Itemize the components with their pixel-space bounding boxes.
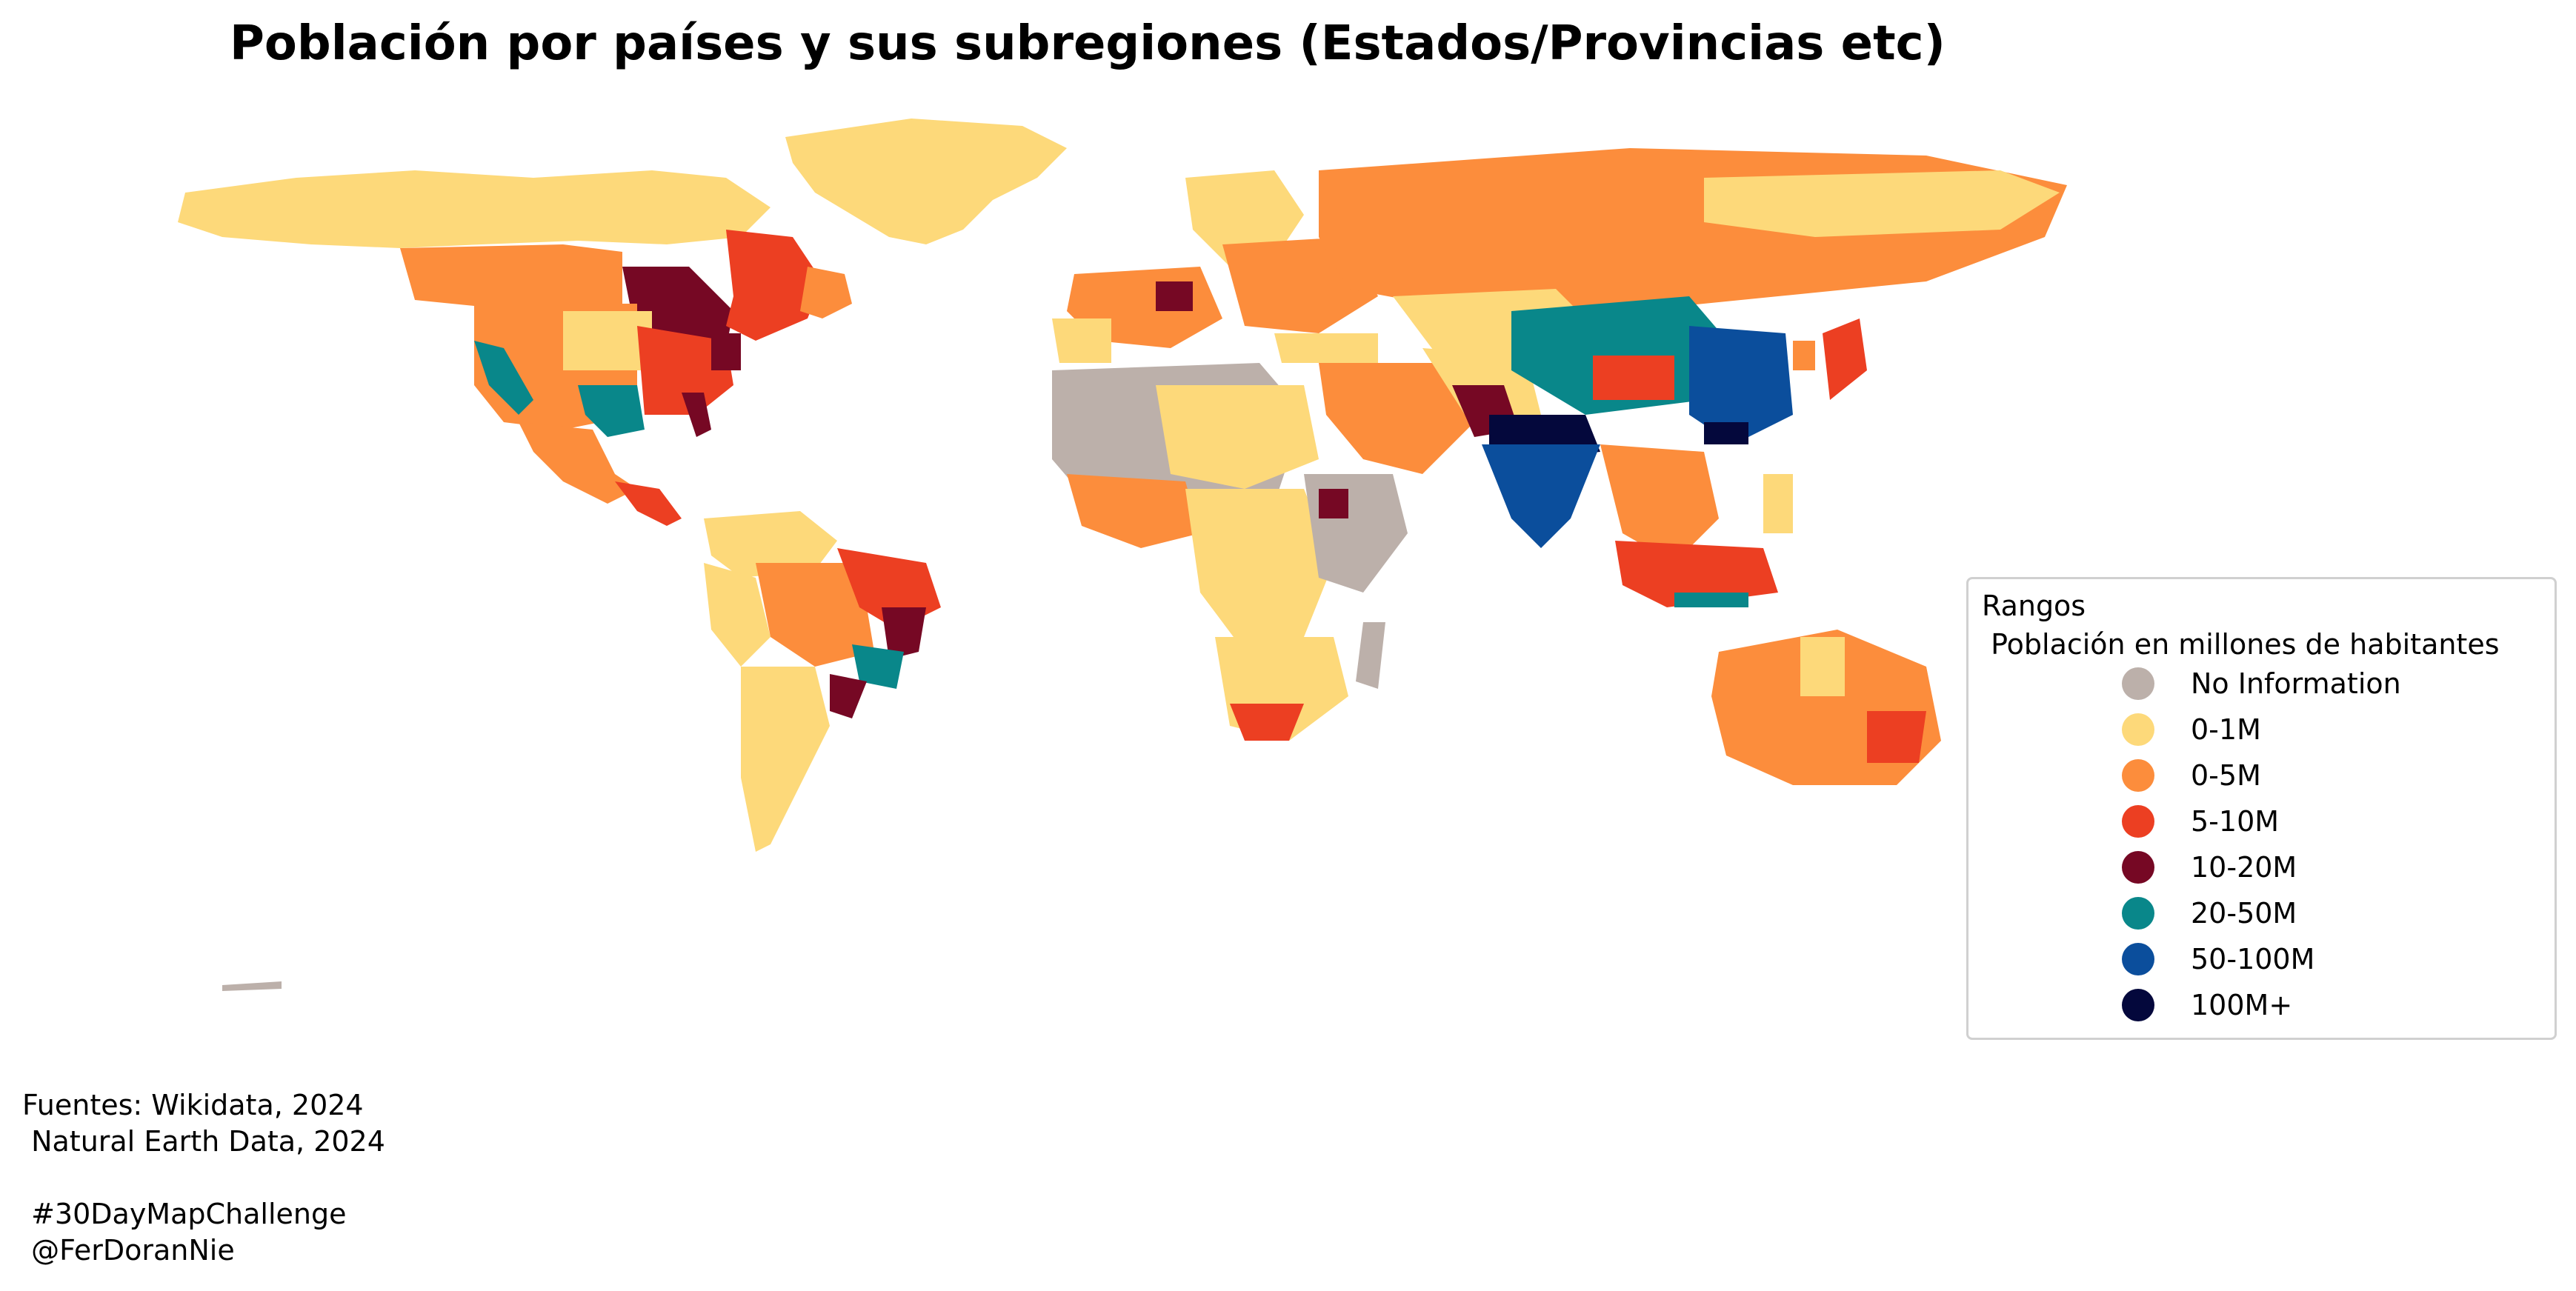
region-quebec <box>726 230 822 341</box>
legend-item-20-50m: 20-50M <box>1968 890 2555 936</box>
region-japan <box>1823 318 1867 400</box>
legend-label: 100M+ <box>2191 989 2293 1021</box>
region-guangdong <box>1704 422 1748 444</box>
legend-item-no-information: No Information <box>1968 661 2555 707</box>
region-sao-paulo <box>830 674 867 718</box>
region-sahara <box>1156 385 1319 489</box>
region-indonesia <box>1615 541 1778 607</box>
region-iberia <box>1052 318 1111 363</box>
legend-label: No Information <box>2191 667 2401 700</box>
region-florida <box>682 393 711 437</box>
map-title: Población por países y sus subregiones (… <box>230 16 1946 71</box>
sources-line <box>22 1160 385 1196</box>
legend-item-100m-plus: 100M+ <box>1968 982 2555 1028</box>
region-southeast-asia <box>1600 444 1719 563</box>
region-turkey <box>1274 333 1378 363</box>
legend-swatch <box>2122 989 2154 1021</box>
region-california <box>474 341 533 415</box>
region-minas <box>852 644 904 689</box>
region-germany <box>1156 281 1193 311</box>
region-bahia <box>882 607 926 659</box>
region-korea <box>1793 341 1815 370</box>
sources-caption: Fuentes: Wikidata, 2024 Natural Earth Da… <box>22 1087 385 1269</box>
region-colombia-venezuela <box>704 511 837 578</box>
region-new-south-wales <box>1867 711 1926 763</box>
region-java <box>1674 593 1748 607</box>
region-australia-central <box>1800 637 1845 696</box>
region-atlantic-canada <box>800 267 852 318</box>
legend-swatch <box>2122 851 2154 884</box>
legend-swatch <box>2122 713 2154 746</box>
legend-label: 0-5M <box>2191 759 2261 792</box>
region-usa-central <box>563 311 652 370</box>
legend-item-0-1m: 0-1M <box>1968 707 2555 753</box>
region-madagascar <box>1356 622 1385 689</box>
author-line: @FerDoranNie <box>22 1234 235 1267</box>
hashtag-line: #30DayMapChallenge <box>22 1198 347 1230</box>
region-ontario <box>622 267 733 356</box>
region-new-york <box>711 333 741 370</box>
region-mexico <box>519 422 637 504</box>
legend-label: 5-10M <box>2191 805 2280 838</box>
region-ethiopia <box>1319 489 1348 518</box>
region-middle-east <box>1319 363 1482 474</box>
region-southern-cone <box>741 667 830 852</box>
legend-item-10-20m: 10-20M <box>1968 844 2555 890</box>
legend-item-5-10m: 5-10M <box>1968 798 2555 844</box>
region-usa-east <box>637 326 733 415</box>
sources-line: Fuentes: Wikidata, 2024 <box>22 1089 364 1121</box>
region-texas <box>578 385 645 437</box>
region-india <box>1482 444 1600 548</box>
sources-line: Natural Earth Data, 2024 <box>22 1125 385 1158</box>
legend-swatch <box>2122 805 2154 838</box>
region-siberia-north <box>1704 170 2060 237</box>
region-greenland <box>785 119 1067 244</box>
region-tibet <box>1593 356 1674 400</box>
legend-swatch <box>2122 759 2154 792</box>
region-brazil-west <box>756 563 874 667</box>
map-legend: Rangos Población en millones de habitant… <box>1966 577 2557 1040</box>
legend-label: 0-1M <box>2191 713 2261 746</box>
legend-swatch <box>2122 667 2154 700</box>
legend-label: 20-50M <box>2191 897 2297 930</box>
region-south-africa <box>1230 704 1304 741</box>
region-antarctica-fragments <box>222 981 282 991</box>
legend-swatch <box>2122 897 2154 930</box>
legend-label: 10-20M <box>2191 851 2297 884</box>
region-central-africa <box>1185 489 1334 652</box>
region-western-canada <box>400 244 622 307</box>
legend-label: 50-100M <box>2191 943 2315 975</box>
region-peru <box>704 563 771 667</box>
legend-swatch <box>2122 943 2154 975</box>
region-philippines <box>1763 474 1793 533</box>
region-china-east <box>1689 326 1793 444</box>
legend-item-0-5m: 0-5M <box>1968 753 2555 798</box>
region-central-america <box>615 481 682 526</box>
region-west-africa <box>1067 474 1200 548</box>
legend-item-50-100m: 50-100M <box>1968 936 2555 982</box>
legend-title: Rangos Población en millones de habitant… <box>1982 590 2500 661</box>
region-arctic-canada <box>178 170 771 248</box>
